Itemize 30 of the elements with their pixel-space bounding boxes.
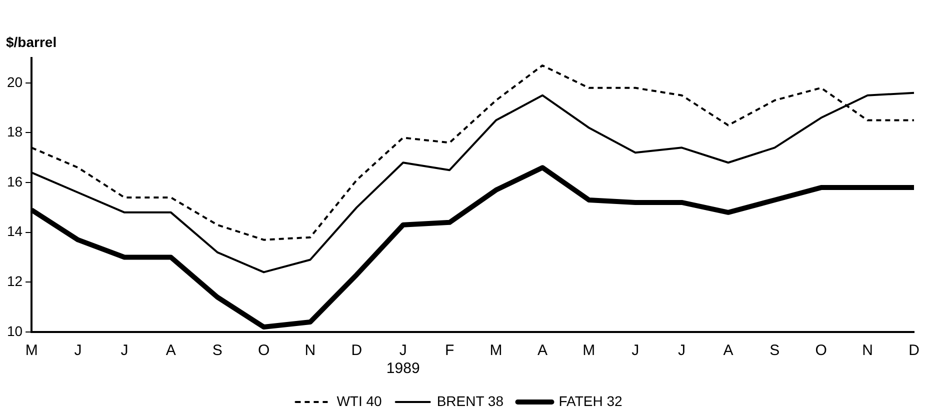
x-tick-label: J bbox=[678, 342, 686, 360]
x-tick-label: A bbox=[723, 342, 734, 360]
legend-label: FATEH 32 bbox=[558, 392, 622, 409]
y-axis-title: $/barrel bbox=[6, 34, 57, 50]
x-tick-label: S bbox=[212, 342, 222, 360]
y-tick-label: 14 bbox=[6, 223, 23, 240]
x-tick-label: J bbox=[74, 342, 82, 360]
x-tick-label: F bbox=[444, 342, 454, 360]
x-tick-label: O bbox=[815, 342, 827, 360]
legend-label: WTI 40 bbox=[336, 392, 382, 409]
x-tick-label: N bbox=[862, 342, 873, 360]
x-tick-label: M bbox=[25, 342, 38, 360]
x-tick-label: D bbox=[908, 342, 920, 360]
y-tick-label: 20 bbox=[6, 74, 23, 90]
x-tick-label: D bbox=[351, 342, 362, 360]
x-tick-label: M bbox=[490, 342, 502, 360]
x-tick-label: O bbox=[258, 342, 270, 360]
legend-label: BRENT 38 bbox=[436, 392, 504, 409]
x-tick-label: A bbox=[166, 342, 176, 360]
x-tick-label: J bbox=[120, 342, 128, 360]
x-tick-label: J 1989 bbox=[386, 342, 420, 378]
x-tick-label: S bbox=[770, 342, 780, 360]
y-tick-label: 18 bbox=[6, 124, 23, 140]
x-tick-label: N bbox=[304, 342, 316, 360]
y-tick-label: 12 bbox=[6, 273, 23, 290]
x-tick-label: J bbox=[632, 342, 640, 360]
y-tick-label: 16 bbox=[6, 173, 23, 190]
x-tick-label: A bbox=[537, 342, 548, 360]
y-tick-label: 10 bbox=[6, 322, 23, 339]
x-tick-label: M bbox=[582, 342, 596, 360]
